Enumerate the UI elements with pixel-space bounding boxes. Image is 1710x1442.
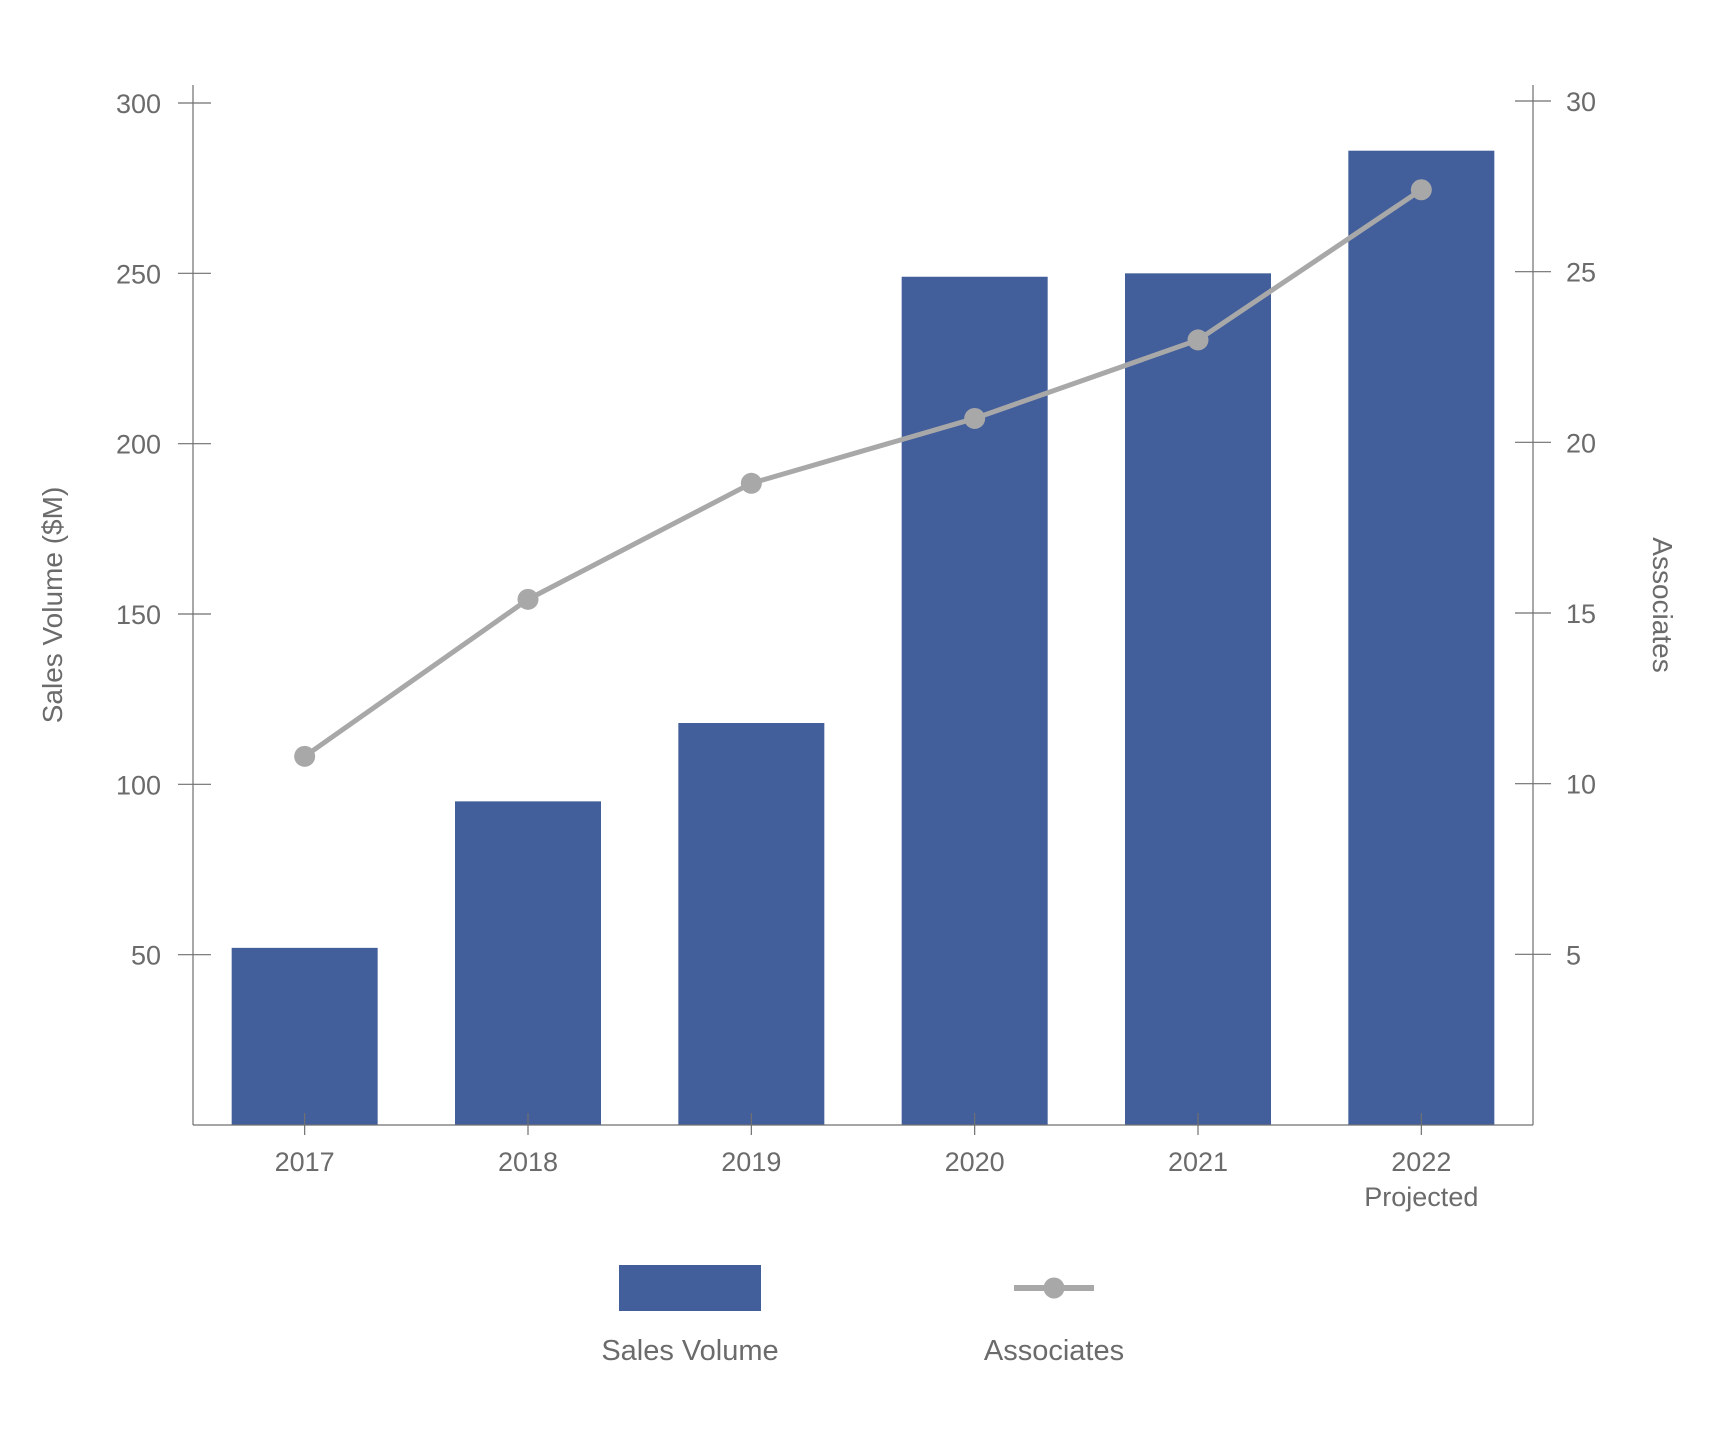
left-tick-label-250: 250 [116, 259, 161, 289]
right-tick-label-15: 15 [1566, 599, 1596, 629]
bar-2020 [901, 276, 1048, 1125]
legend-swatch-sales-volume [619, 1265, 761, 1311]
associates-point-2020 [964, 407, 986, 429]
left-tick-label-200: 200 [116, 430, 161, 460]
right-axis-title: Associates [1647, 537, 1678, 672]
x-tick-label-2019: 2019 [721, 1147, 781, 1177]
associates-point-2022 [1410, 179, 1432, 201]
axes-layer [178, 85, 1551, 1135]
x-tick-label-2020: 2020 [945, 1147, 1005, 1177]
legend-label-sales-volume: Sales Volume [601, 1335, 778, 1367]
associates-point-2019 [740, 472, 762, 494]
x-tick-label-2021: 2021 [1168, 1147, 1228, 1177]
left-tick-label-50: 50 [131, 941, 161, 971]
labels-layer: 50 100 150 200 250 300 5 10 15 20 25 30 2017 2018 2019… [37, 87, 1678, 1212]
associates-point-2021 [1187, 329, 1209, 351]
x-tick-sublabel-2022: Projected [1364, 1182, 1478, 1212]
bar-2019 [678, 723, 825, 1125]
legend-swatch-associates-marker [1043, 1277, 1065, 1299]
right-tick-label-20: 20 [1566, 428, 1596, 458]
left-tick-label-300: 300 [116, 89, 161, 119]
right-tick-label-10: 10 [1566, 770, 1596, 800]
line-layer [294, 179, 1432, 767]
x-tick-label-2018: 2018 [498, 1147, 558, 1177]
associates-line [303, 187, 1423, 759]
bar-2021 [1125, 273, 1271, 1125]
x-tick-label-2017: 2017 [275, 1147, 335, 1177]
left-tick-label-150: 150 [116, 600, 161, 630]
bar-2018 [455, 801, 601, 1125]
x-tick-label-2022: 2022 [1391, 1147, 1451, 1177]
right-tick-label-30: 30 [1566, 87, 1596, 117]
left-tick-label-100: 100 [116, 770, 161, 800]
right-tick-label-5: 5 [1566, 940, 1581, 970]
bars-layer [231, 150, 1495, 1125]
associates-point-2018 [517, 588, 539, 610]
bar-2017 [231, 947, 378, 1125]
bar-2022 [1348, 150, 1495, 1125]
associates-point-2017 [294, 745, 316, 767]
legend: Sales Volume Associates [601, 1265, 1124, 1367]
legend-label-associates: Associates [984, 1335, 1124, 1367]
right-tick-label-25: 25 [1566, 258, 1596, 288]
left-axis-title: Sales Volume ($M) [37, 487, 68, 724]
